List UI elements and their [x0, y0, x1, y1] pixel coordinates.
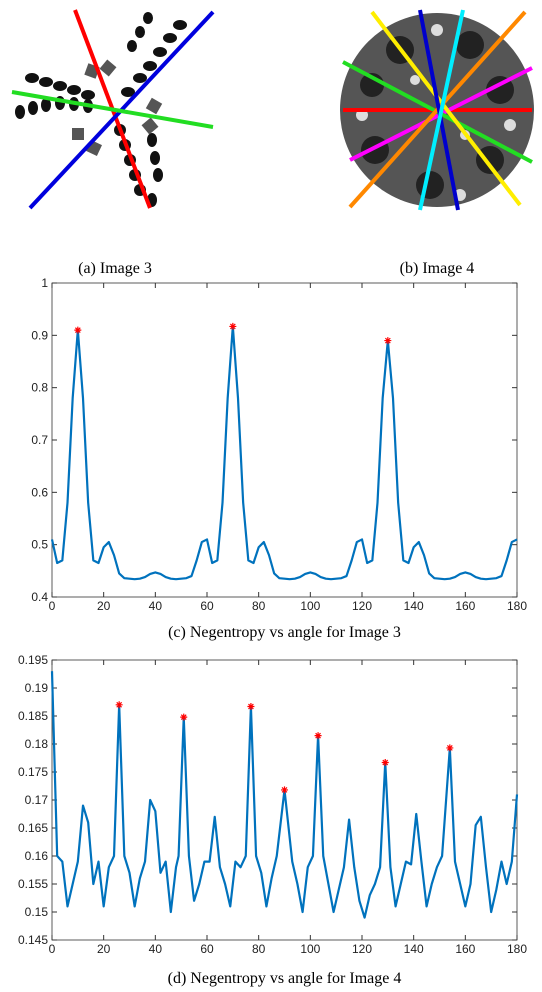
image-3 — [11, 9, 215, 210]
image-caption: (b) Image 4 — [400, 260, 475, 277]
squares — [72, 59, 163, 156]
y-tick-label: 0.7 — [31, 433, 48, 447]
x-tick-label: 140 — [404, 942, 424, 956]
y-tick-label: 0.19 — [25, 681, 49, 695]
y-tick-label: 0.9 — [31, 328, 48, 342]
x-tick-label: 100 — [300, 942, 320, 956]
y-tick-label: 0.18 — [25, 737, 49, 751]
axis-lines — [342, 9, 533, 211]
image-4 — [340, 9, 534, 211]
x-tick-label: 60 — [200, 599, 214, 613]
peak-marker — [74, 326, 82, 334]
x-tick-label: 120 — [352, 599, 372, 613]
y-tick-label: 0.4 — [31, 590, 48, 604]
y-tick-label: 0.5 — [31, 538, 48, 552]
x-tick-label: 160 — [455, 942, 475, 956]
peak-marker — [247, 702, 255, 710]
x-tick-label: 80 — [252, 599, 266, 613]
y-tick-label: 0.6 — [31, 485, 48, 499]
x-tick-label: 20 — [97, 942, 111, 956]
x-tick-label: 60 — [200, 942, 214, 956]
y-tick-label: 0.8 — [31, 381, 48, 395]
peak-marker — [229, 322, 237, 330]
peak-marker — [446, 744, 454, 752]
y-tick-label: 0.165 — [18, 821, 48, 835]
x-tick-label: 40 — [149, 599, 163, 613]
y-tick-label: 0.175 — [18, 765, 48, 779]
y-tick-label: 0.195 — [18, 653, 48, 667]
chart-caption: (c) Negentropy vs angle for Image 3 — [168, 624, 401, 641]
y-tick-label: 0.15 — [25, 905, 49, 919]
y-tick-label: 0.155 — [18, 877, 48, 891]
x-tick-label: 120 — [352, 942, 372, 956]
y-tick-label: 0.185 — [18, 709, 48, 723]
x-tick-label: 0 — [49, 599, 56, 613]
y-tick-label: 0.17 — [25, 793, 49, 807]
peak-marker — [115, 701, 123, 709]
x-tick-label: 80 — [252, 942, 266, 956]
chart-caption: (d) Negentropy vs angle for Image 4 — [168, 970, 402, 987]
peak-marker — [281, 786, 288, 794]
x-tick-label: 180 — [507, 599, 527, 613]
image-caption: (a) Image 3 — [78, 260, 152, 277]
x-tick-label: 100 — [300, 599, 320, 613]
peak-marker — [314, 732, 322, 740]
axis-line — [11, 90, 214, 129]
plot-box — [51, 282, 518, 598]
peak-marker — [381, 758, 389, 766]
x-tick-label: 20 — [97, 599, 111, 613]
dots — [15, 12, 187, 207]
peak-marker — [384, 337, 392, 345]
y-tick-label: 0.16 — [25, 849, 49, 863]
x-tick-label: 0 — [49, 942, 56, 956]
x-tick-label: 180 — [507, 942, 527, 956]
data-line — [50, 671, 519, 919]
peak-marker — [180, 713, 188, 721]
x-tick-label: 160 — [455, 599, 475, 613]
x-tick-label: 40 — [149, 942, 163, 956]
data-line — [50, 325, 518, 581]
y-tick-label: 0.145 — [18, 933, 48, 947]
x-tick-label: 140 — [404, 599, 424, 613]
y-tick-label: 1 — [41, 276, 48, 290]
